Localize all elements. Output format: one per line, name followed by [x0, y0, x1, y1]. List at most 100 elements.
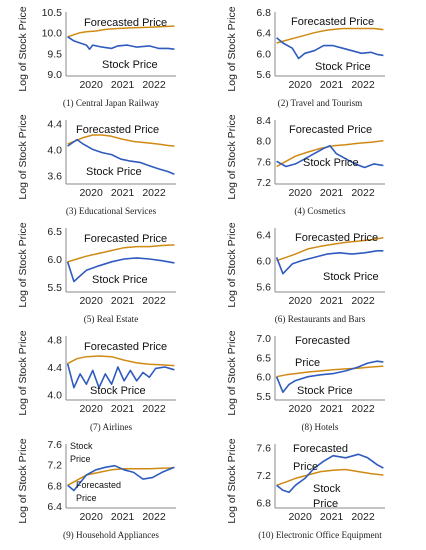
y-tick-label: 4.8 — [47, 334, 62, 346]
y-axis-label: Log of Stock Price — [226, 114, 238, 199]
y-tick-label: 6.0 — [256, 48, 271, 60]
chart-panel-2: Log of Stock Price 5.6 6.0 6.4 6.8 2020 2021 20… — [226, 6, 385, 108]
y-tick-label: 6.5 — [47, 226, 62, 238]
series-annotation: Forecasted — [295, 335, 350, 347]
y-tick-label: 5.5 — [47, 282, 62, 294]
y-tick-label: 6.0 — [47, 254, 62, 266]
forecasted-price-line — [67, 25, 175, 38]
series-annotation: Stock Price — [102, 59, 158, 71]
y-tick-label: 5.6 — [256, 69, 271, 81]
panel-caption: (3) Educational Services — [66, 206, 157, 216]
panel-caption: (6) Restaurants and Bars — [275, 314, 366, 324]
series-annotation: Price — [313, 498, 338, 510]
x-tick-label: 2022 — [351, 187, 375, 199]
y-axis-label: Log of Stock Price — [17, 6, 29, 91]
panel-caption: (1) Central Japan Railway — [63, 98, 160, 108]
y-tick-label: 6.0 — [256, 256, 271, 268]
series-annotation: Price — [70, 454, 91, 464]
y-tick-label: 7.2 — [47, 460, 62, 472]
forecasted-price-line — [276, 365, 384, 378]
y-tick-label: 6.8 — [256, 498, 271, 510]
y-tick-label: 4.0 — [47, 144, 62, 156]
x-tick-label: 2021 — [111, 187, 135, 199]
x-tick-label: 2021 — [111, 403, 135, 415]
stock-price-line — [275, 250, 384, 275]
y-tick-label: 4.4 — [47, 362, 62, 374]
series-annotation: Stock Price — [297, 385, 353, 397]
stock-price-line — [67, 36, 175, 50]
x-tick-label: 2022 — [351, 511, 375, 523]
forecasted-price-line — [67, 134, 175, 147]
series-annotation: Stock Price — [92, 274, 148, 286]
y-axis-label: Log of Stock Price — [226, 6, 238, 91]
stock-price-line — [66, 257, 175, 283]
x-tick-label: 2021 — [111, 511, 135, 523]
y-tick-label: 7.2 — [256, 177, 271, 189]
y-axis-label: Log of Stock Price — [226, 438, 238, 523]
x-tick-label: 2020 — [288, 295, 312, 307]
x-tick-label: 2022 — [142, 403, 166, 415]
chart-panel-3: Log of Stock Price 3.6 4.0 4.4 2020 2021 2022 F… — [17, 114, 176, 216]
y-axis-label: Log of Stock Price — [226, 330, 238, 415]
y-tick-label: 4.0 — [47, 390, 62, 402]
stock-price-line — [275, 360, 384, 393]
x-tick-label: 2021 — [320, 511, 344, 523]
panel-caption: (4) Cosmetics — [294, 206, 346, 216]
y-tick-label: 6.4 — [47, 501, 62, 513]
y-tick-label: 9.5 — [47, 48, 62, 60]
x-tick-label: 2021 — [320, 187, 344, 199]
x-tick-label: 2021 — [320, 403, 344, 415]
stock-price-line — [276, 145, 384, 169]
panel-caption: (7) Airlines — [90, 422, 133, 432]
series-annotation: Stock — [70, 441, 93, 451]
forecasted-price-line — [276, 237, 384, 262]
panel-caption: (10) Electronic Office Equipment — [258, 530, 382, 540]
series-annotation: Forecasted — [76, 480, 121, 490]
x-tick-label: 2020 — [79, 511, 103, 523]
y-tick-label: 3.6 — [47, 170, 62, 182]
series-annotation: Stock — [313, 483, 341, 495]
stock-price-line — [66, 363, 175, 389]
series-annotation: Stock Price — [86, 166, 142, 178]
x-tick-label: 2020 — [288, 511, 312, 523]
x-tick-label: 2021 — [111, 295, 135, 307]
chart-panel-6: Log of Stock Price 5.6 6.0 6.4 2020 2021 2022 F… — [226, 222, 385, 324]
panel-caption: (5) Real Estate — [84, 314, 139, 324]
y-tick-label: 5.5 — [256, 391, 271, 403]
series-annotation: Forecasted Price — [291, 16, 374, 28]
stock-price-line — [67, 138, 175, 175]
chart-panel-7: Log of Stock Price 4.0 4.4 4.8 2020 2021 2022 F… — [17, 330, 176, 432]
y-tick-label: 7.6 — [256, 442, 271, 454]
series-annotation: Stock Price — [303, 157, 359, 169]
series-annotation: Forecasted — [293, 443, 348, 455]
y-tick-label: 6.8 — [47, 480, 62, 492]
x-tick-label: 2020 — [79, 187, 103, 199]
series-annotation: Price — [293, 461, 318, 473]
y-tick-label: 7.2 — [256, 470, 271, 482]
chart-panel-1: Log of Stock Price 9.0 9.5 10.0 10.5 2020 2021… — [17, 6, 176, 108]
chart-panel-10: Log of Stock Price 6.8 7.2 7.6 2020 2021 2022 F… — [226, 438, 385, 540]
y-tick-label: 8.4 — [256, 115, 271, 127]
x-tick-label: 2022 — [351, 403, 375, 415]
forecasted-price-line — [67, 467, 175, 486]
forecasted-price-line — [67, 355, 175, 367]
series-annotation: Forecasted Price — [76, 124, 159, 136]
series-annotation: Forecasted Price — [84, 17, 167, 29]
y-tick-label: 9.0 — [47, 69, 62, 81]
x-tick-label: 2022 — [351, 295, 375, 307]
forecasted-price-line — [67, 244, 175, 263]
x-tick-label: 2022 — [142, 79, 166, 91]
y-tick-label: 6.4 — [256, 230, 271, 242]
series-annotation: Stock Price — [323, 271, 379, 283]
forecasted-price-line — [276, 27, 384, 44]
x-tick-label: 2022 — [142, 295, 166, 307]
x-tick-label: 2020 — [288, 187, 312, 199]
x-tick-label: 2022 — [351, 79, 375, 91]
y-tick-label: 6.8 — [256, 7, 271, 19]
y-tick-label: 5.6 — [256, 282, 271, 294]
x-tick-label: 2020 — [288, 403, 312, 415]
stock-price-line — [276, 453, 384, 493]
y-tick-label: 7.6 — [256, 156, 271, 168]
x-tick-label: 2020 — [79, 403, 103, 415]
